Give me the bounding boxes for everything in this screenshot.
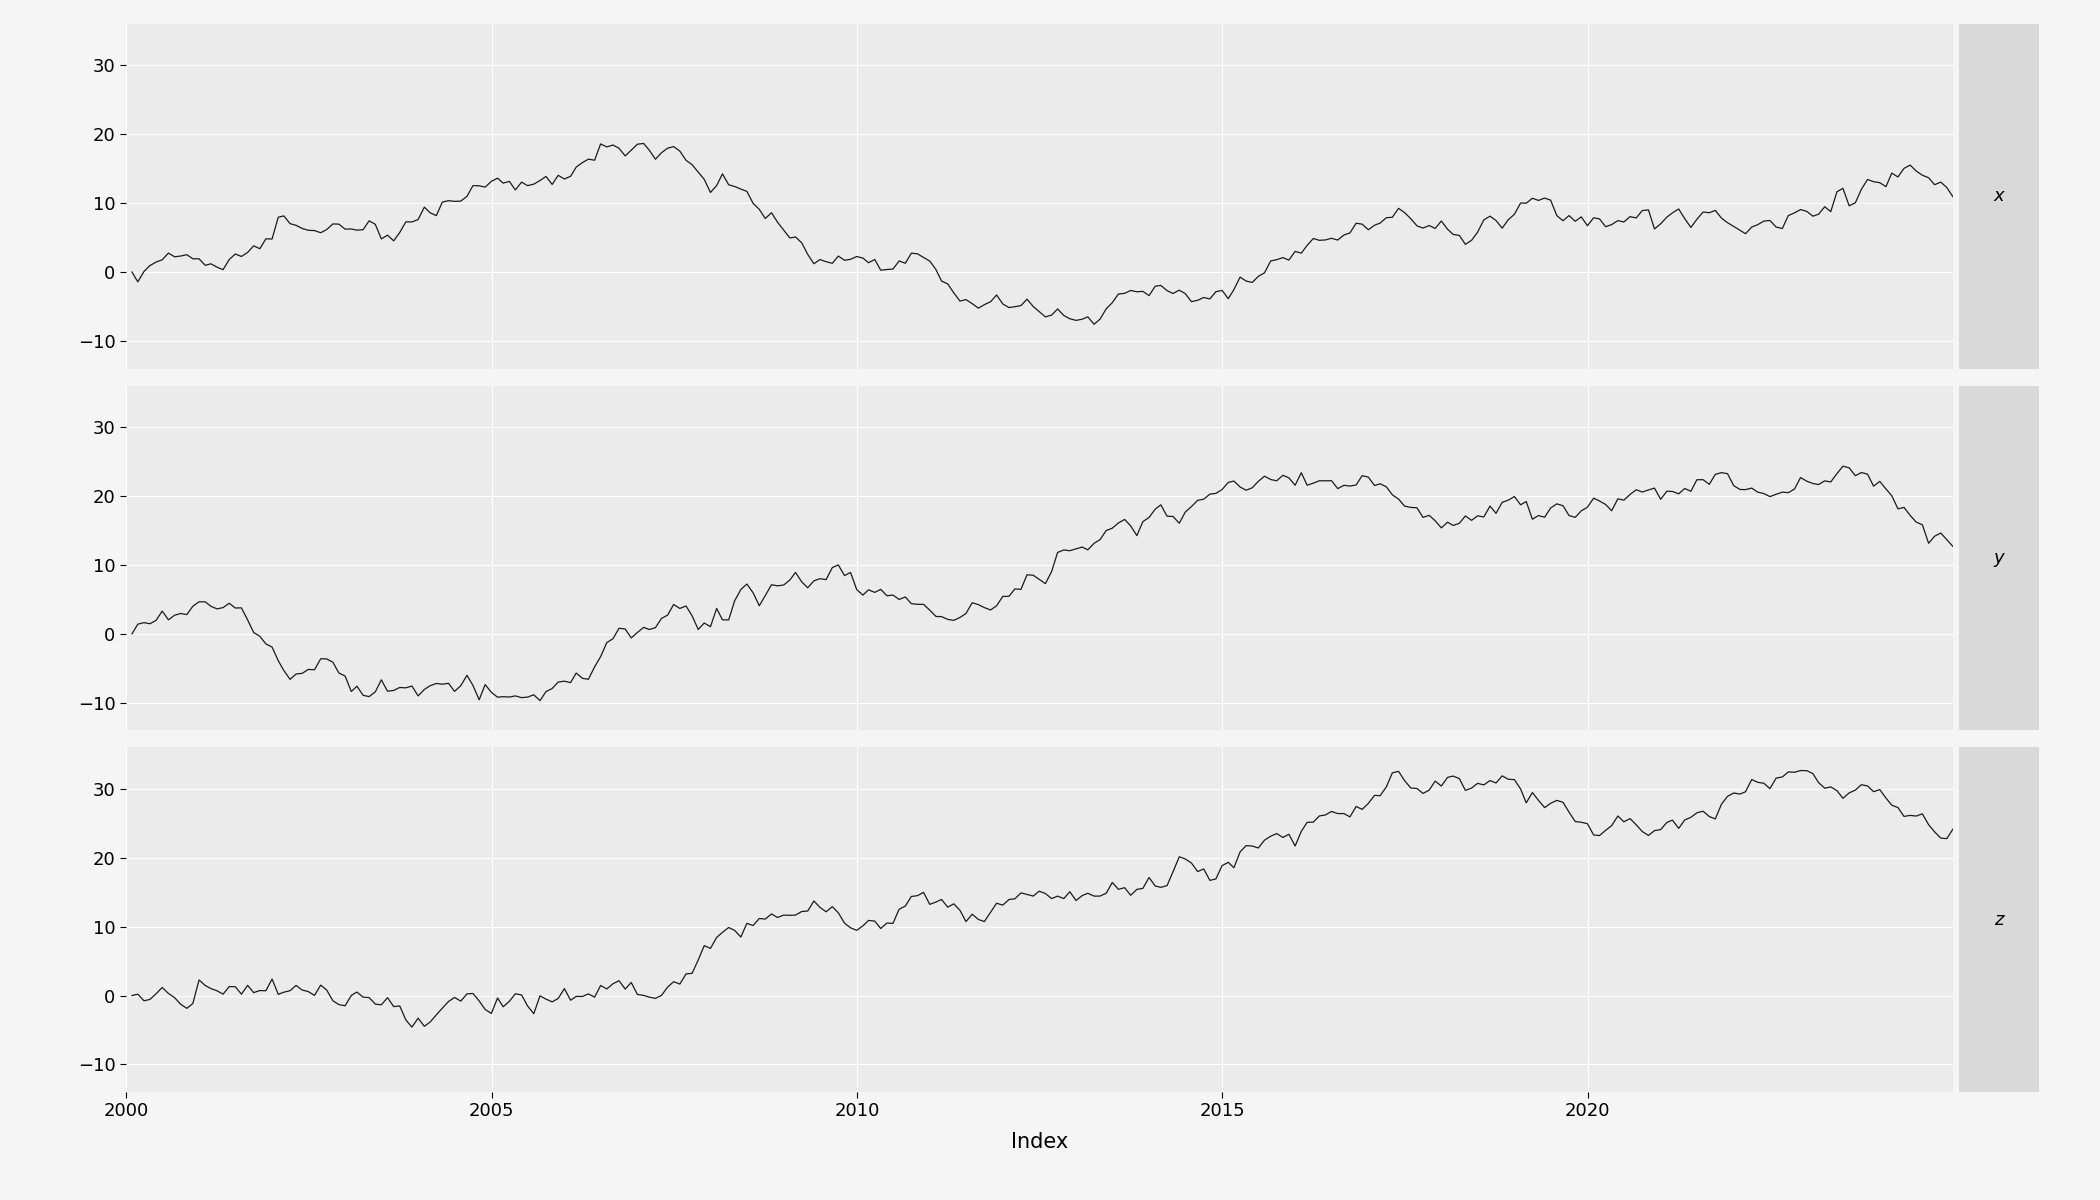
Text: y: y	[1993, 550, 2005, 568]
X-axis label: Index: Index	[1010, 1132, 1069, 1152]
Text: x: x	[1993, 187, 2005, 205]
Text: z: z	[1995, 911, 2003, 929]
